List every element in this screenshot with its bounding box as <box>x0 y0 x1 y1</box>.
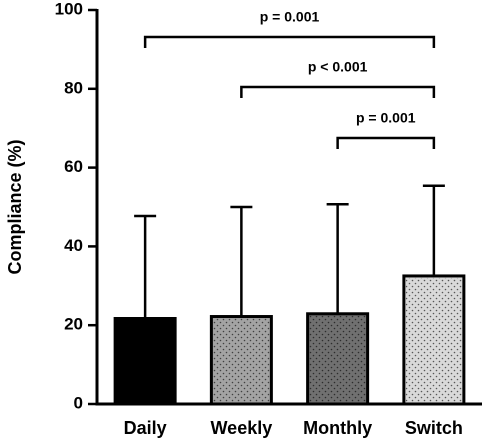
x-tick-label: Monthly <box>303 418 372 438</box>
y-tick-label: 100 <box>55 0 83 18</box>
y-tick-label: 60 <box>64 157 83 176</box>
bar-pattern <box>309 315 366 402</box>
significance-label: p < 0.001 <box>308 59 368 75</box>
bar-pattern <box>405 277 462 402</box>
y-tick-label: 40 <box>64 236 83 255</box>
significance-bracket <box>336 136 436 149</box>
bar <box>113 317 177 406</box>
y-tick-label: 20 <box>64 315 83 334</box>
bar-pattern <box>213 318 270 402</box>
y-tick-label: 80 <box>64 78 83 97</box>
x-tick-label: Switch <box>405 418 463 438</box>
y-tick-label: 0 <box>74 393 83 412</box>
significance-label: p = 0.001 <box>356 110 416 126</box>
x-tick-label: Daily <box>124 418 167 438</box>
significance-bracket <box>143 35 436 48</box>
x-tick-label: Weekly <box>211 418 273 438</box>
significance-label: p = 0.001 <box>260 9 320 25</box>
y-axis-label: Compliance (%) <box>5 139 25 274</box>
significance-bracket <box>240 85 436 98</box>
